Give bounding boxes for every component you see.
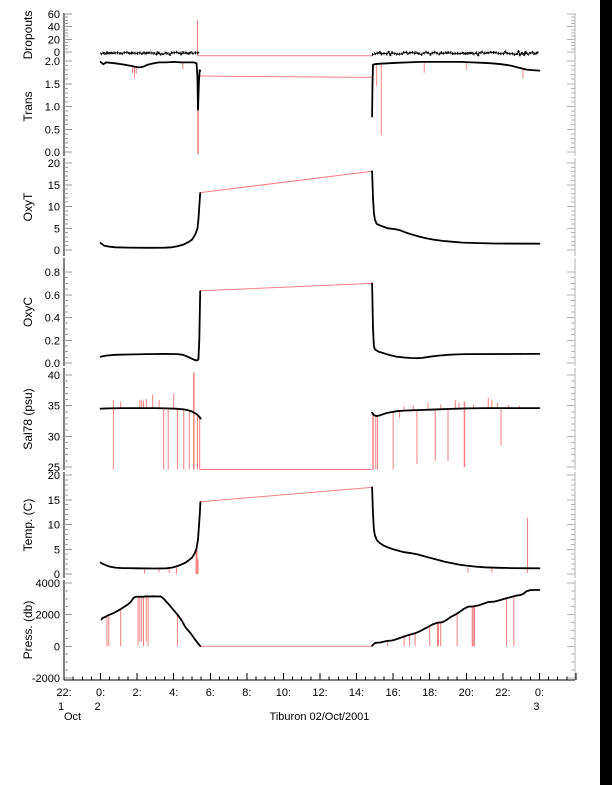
series-flagged bbox=[199, 486, 373, 503]
y-tick-label: 4000 bbox=[36, 578, 60, 590]
y-tick-label: 0 bbox=[54, 47, 60, 59]
series-data bbox=[371, 407, 541, 418]
y-tick-label: 1.5 bbox=[45, 79, 60, 91]
series-speckle-core bbox=[100, 51, 200, 56]
y-tick-label: 20 bbox=[48, 470, 60, 482]
y-tick-label: 0.0 bbox=[45, 358, 60, 370]
y-axis-title: OxyC bbox=[21, 297, 35, 327]
series-data bbox=[99, 61, 202, 111]
y-tick-label: 0 bbox=[54, 569, 60, 581]
y-tick-label: 40 bbox=[48, 22, 60, 34]
x-axis: 22: 0: 2: 4: 6: 8: 10: 12: 14: 16: 18: 20: 22: 0: 1 2 3 bbox=[56, 673, 577, 713]
y-tick-label: 5 bbox=[54, 544, 60, 556]
x-tick-label: 8: bbox=[242, 687, 251, 699]
y-axis-title: Press. (db) bbox=[21, 601, 35, 660]
x-tick-label: 0: bbox=[535, 687, 544, 699]
series-flagged bbox=[199, 170, 373, 194]
y-tick-label: 15 bbox=[48, 180, 60, 192]
x-tick-label: 0: bbox=[96, 687, 105, 699]
y-tick-label: 20 bbox=[48, 158, 60, 170]
right-edge-black-bar bbox=[600, 0, 612, 785]
y-tick-label: 0 bbox=[54, 641, 60, 653]
series-data bbox=[371, 170, 541, 245]
month-label: Oct bbox=[64, 711, 82, 723]
x-tick-label: 14: bbox=[349, 687, 364, 699]
series-data bbox=[99, 501, 202, 570]
y-tick-label: 0 bbox=[54, 245, 60, 257]
x-tick-label: 10: bbox=[276, 687, 291, 699]
x-tick-label: 22: bbox=[56, 687, 71, 699]
y-tick-label: 60 bbox=[48, 9, 60, 21]
panel-oxyc: 0.0 0.2 0.4 0.6 0.8 OxyC bbox=[21, 258, 576, 370]
x-tick-label: 2: bbox=[133, 687, 142, 699]
y-axis-title: Sal78 (psu) bbox=[21, 388, 35, 449]
series-data bbox=[371, 486, 541, 570]
series-data bbox=[371, 589, 541, 647]
y-tick-label: 10 bbox=[48, 202, 60, 214]
y-tick-label: 5 bbox=[54, 223, 60, 235]
x-tick-label: 12: bbox=[312, 687, 327, 699]
y-tick-label: 0.6 bbox=[45, 290, 60, 302]
y-tick-label: 0.8 bbox=[45, 267, 60, 279]
x-tick-label: 18: bbox=[422, 687, 437, 699]
panel-trans: 0.0 0.5 1.0 1.5 2.0 Trans bbox=[21, 56, 576, 159]
series-data bbox=[371, 282, 541, 360]
series-flagged bbox=[199, 282, 373, 292]
y-tick-label: 15 bbox=[48, 495, 60, 507]
y-tick-label: -2000 bbox=[32, 673, 60, 685]
panel-oxyt: 0 5 10 15 20 OxyT bbox=[21, 158, 576, 257]
series-data bbox=[371, 61, 541, 118]
y-tick-label: 0.5 bbox=[45, 124, 60, 136]
x-tick-label: 22: bbox=[495, 687, 510, 699]
series-flagged bbox=[199, 75, 373, 78]
y-tick-label: 30 bbox=[48, 431, 60, 443]
x-tick-label: 20: bbox=[459, 687, 474, 699]
y-axis-title: Temp. (C) bbox=[21, 499, 35, 552]
series-data bbox=[99, 192, 202, 249]
series-data bbox=[100, 595, 202, 647]
y-tick-label: 25 bbox=[48, 462, 60, 474]
y-tick-label: 10 bbox=[48, 520, 60, 532]
y-tick-label: 2.0 bbox=[45, 56, 60, 68]
series-data bbox=[99, 290, 202, 362]
panel-temp: 0 5 10 15 20 Temp. (C) bbox=[21, 470, 576, 581]
series-data bbox=[99, 407, 202, 420]
chart-title: Tiburon 02/Oct/2001 bbox=[269, 711, 370, 723]
day-label: 3 bbox=[533, 701, 539, 713]
day-label: 2 bbox=[95, 701, 101, 713]
y-tick-label: 1.0 bbox=[45, 102, 60, 114]
x-tick-label: 4: bbox=[169, 687, 178, 699]
y-tick-label: 0.2 bbox=[45, 335, 60, 347]
y-tick-label: 20 bbox=[48, 34, 60, 46]
day-label: 1 bbox=[58, 701, 64, 713]
y-tick-label: 35 bbox=[48, 401, 60, 413]
x-tick-label: 6: bbox=[206, 687, 215, 699]
x-tick-label: 16: bbox=[385, 687, 400, 699]
y-tick-label: 0.0 bbox=[45, 147, 60, 159]
y-axis-title: Trans bbox=[21, 91, 35, 121]
series-speckle-core bbox=[372, 51, 539, 56]
y-axis-title: Dropouts bbox=[21, 11, 35, 60]
y-tick-label: 0.4 bbox=[45, 313, 60, 325]
panel-sal78: 25 30 35 40 Sal78 (psu) bbox=[21, 368, 576, 474]
y-tick-label: 2000 bbox=[36, 610, 60, 622]
y-axis-title: OxyT bbox=[21, 192, 35, 221]
y-tick-label: 40 bbox=[48, 370, 60, 382]
